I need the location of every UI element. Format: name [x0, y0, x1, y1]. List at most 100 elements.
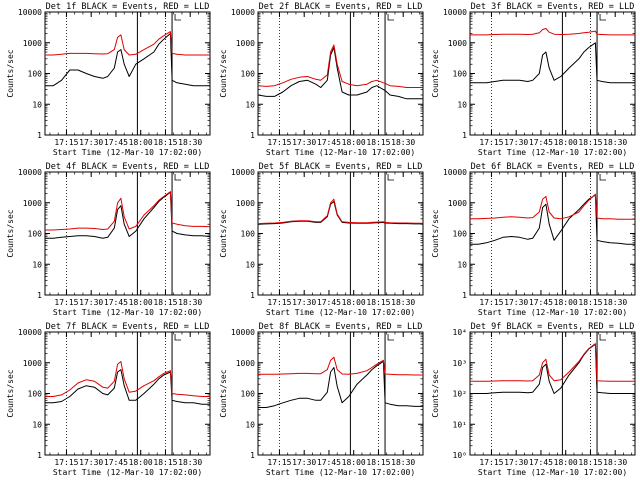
y-tick-label: 100 [28, 70, 43, 79]
y-tick-label: 1 [250, 451, 255, 460]
y-tick-label: 10² [453, 390, 467, 399]
x-tick-label: 18:00 [554, 298, 578, 307]
series-line-lld [470, 343, 635, 382]
x-tick-label: 17:15 [54, 138, 78, 147]
corner-bracket-mark [387, 14, 395, 21]
y-tick-label: 1 [37, 451, 42, 460]
y-tick-label: 10¹ [453, 420, 467, 429]
x-tick-label: 18:30 [603, 138, 627, 147]
panel-title: Det 5f BLACK = Events, RED = LLD [259, 162, 423, 172]
x-tick-label: 18:00 [129, 298, 153, 307]
series-line-lld [45, 361, 210, 397]
panel-title: Det 7f BLACK = Events, RED = LLD [46, 322, 210, 332]
y-axis-label: Counts/sec [6, 49, 15, 97]
y-axis-label: Counts/sec [219, 209, 228, 257]
detector-panel-9: Det 9f BLACK = Events, RED = LLD 10⁰ 10¹ 10… [431, 322, 636, 477]
x-tick-label: 18:30 [603, 458, 627, 467]
x-axis-label: Start Time (12-Mar-10 17:02:00) [266, 148, 415, 157]
x-tick-label: 18:15 [153, 298, 177, 307]
x-tick-label: 18:30 [178, 458, 202, 467]
corner-bracket-mark [174, 14, 182, 21]
x-tick-label: 17:30 [79, 298, 103, 307]
x-tick-label: 18:15 [578, 298, 602, 307]
corner-bracket-mark [174, 174, 182, 181]
y-tick-label: 1000 [448, 39, 467, 48]
series-line-events [257, 47, 423, 100]
y-tick-label: 10⁴ [453, 328, 467, 337]
x-tick-label: 18:00 [129, 138, 153, 147]
y-tick-label: 10000 [231, 168, 255, 177]
y-tick-label: 10 [245, 100, 255, 109]
x-axis-label: Start Time (12-Mar-10 17:02:00) [53, 468, 202, 477]
y-tick-label: 1000 [23, 39, 42, 48]
y-tick-label: 10000 [231, 8, 255, 17]
x-tick-label: 17:15 [479, 298, 503, 307]
x-tick-label: 18:15 [578, 458, 602, 467]
y-tick-label: 100 [241, 70, 256, 79]
y-axis-label: Counts/sec [6, 209, 15, 257]
x-tick-label: 18:30 [391, 458, 415, 467]
corner-bracket-mark [599, 174, 607, 181]
y-tick-label: 1 [37, 131, 42, 140]
y-axis-label: Counts/sec [219, 49, 228, 97]
series-line-events [258, 361, 423, 408]
y-tick-label: 1000 [236, 359, 255, 368]
series-line-events [45, 191, 211, 239]
x-axis-label: Start Time (12-Mar-10 17:02:00) [266, 308, 415, 317]
plot-frame [44, 331, 211, 456]
panel-title: Det 8f BLACK = Events, RED = LLD [259, 322, 423, 332]
y-tick-label: 10000 [18, 168, 42, 177]
x-tick-label: 18:00 [554, 458, 578, 467]
series-line-events [257, 201, 423, 225]
series-line-events [470, 343, 635, 394]
x-tick-label: 18:30 [391, 298, 415, 307]
x-tick-label: 17:30 [79, 458, 103, 467]
y-axis-label: Counts/sec [431, 209, 440, 257]
plot-frame [257, 171, 424, 296]
x-tick-label: 18:30 [178, 138, 202, 147]
x-tick-label: 17:15 [54, 458, 78, 467]
detector-panel-1: Det 1f BLACK = Events, RED = LLD 1 10 100 10… [6, 2, 211, 157]
x-tick-label: 17:45 [104, 138, 128, 147]
series-line-lld [45, 191, 211, 231]
y-tick-label: 1000 [236, 39, 255, 48]
y-tick-label: 10³ [453, 359, 467, 368]
x-tick-label: 17:45 [529, 298, 553, 307]
y-tick-label: 100 [28, 390, 43, 399]
series-line-lld [470, 193, 635, 220]
detector-panel-6: Det 6f BLACK = Events, RED = LLD 1 10 100 10… [431, 162, 636, 317]
y-tick-label: 10⁰ [453, 451, 467, 460]
x-tick-label: 18:15 [366, 138, 390, 147]
x-tick-label: 17:45 [317, 138, 341, 147]
series-line-lld [257, 44, 423, 88]
series-line-lld [45, 31, 210, 56]
plot-frame [257, 11, 424, 136]
x-axis-label: Start Time (12-Mar-10 17:02:00) [53, 148, 202, 157]
x-tick-label: 17:45 [104, 458, 128, 467]
panel-title: Det 2f BLACK = Events, RED = LLD [259, 2, 423, 12]
panel-title: Det 4f BLACK = Events, RED = LLD [46, 162, 210, 172]
y-tick-label: 10 [32, 420, 42, 429]
series-line-lld [257, 198, 423, 225]
y-tick-label: 100 [28, 230, 43, 239]
x-tick-label: 17:15 [267, 138, 291, 147]
y-tick-label: 10 [32, 100, 42, 109]
x-axis-label: Start Time (12-Mar-10 17:02:00) [266, 468, 415, 477]
detector-panel-7: Det 7f BLACK = Events, RED = LLD 1 10 100 10… [6, 322, 211, 477]
x-tick-label: 17:30 [292, 138, 316, 147]
x-tick-label: 18:15 [153, 458, 177, 467]
x-tick-label: 17:15 [54, 298, 78, 307]
corner-bracket-mark [599, 334, 607, 341]
y-tick-label: 100 [241, 390, 256, 399]
y-tick-label: 1000 [448, 199, 467, 208]
x-tick-label: 17:45 [317, 298, 341, 307]
y-tick-label: 100 [453, 70, 468, 79]
x-tick-label: 18:15 [366, 458, 390, 467]
x-axis-label: Start Time (12-Mar-10 17:02:00) [53, 308, 202, 317]
x-tick-label: 17:45 [317, 458, 341, 467]
y-tick-label: 1 [250, 131, 255, 140]
detector-panel-5: Det 5f BLACK = Events, RED = LLD 1 10 100 10… [219, 162, 424, 317]
plot-frame [257, 331, 424, 456]
